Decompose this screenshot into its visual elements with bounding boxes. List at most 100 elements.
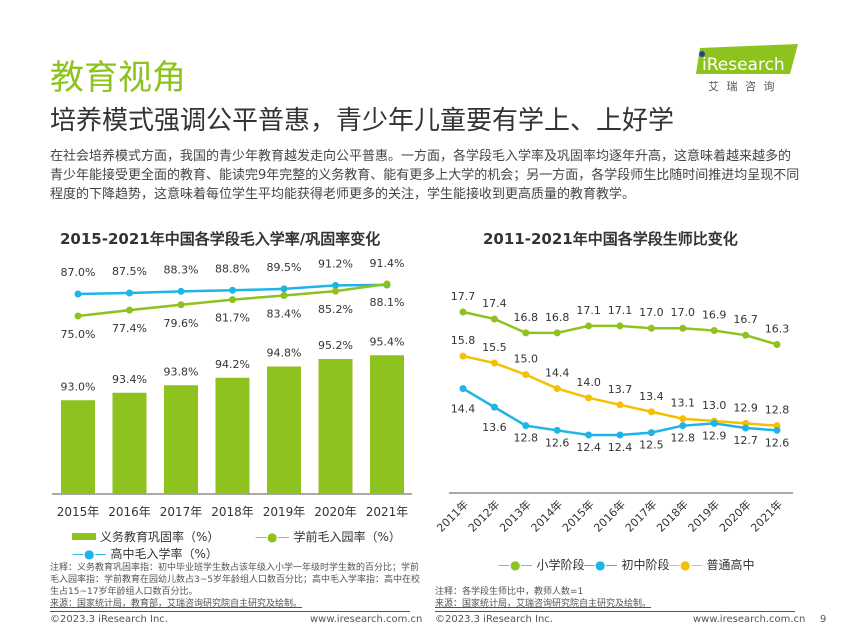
- senior-point: [647, 408, 655, 416]
- divider: [50, 611, 410, 612]
- primary-label: 16.8: [545, 311, 570, 324]
- primary-point: [553, 329, 561, 337]
- junior-label: 12.6: [545, 436, 570, 449]
- bar-label: 94.2%: [215, 358, 250, 371]
- svg-text:iResearch: iResearch: [702, 55, 785, 75]
- legend-line-marker: —●—: [668, 557, 703, 572]
- x-tick-label: 2018年: [211, 505, 254, 519]
- x-tick-label: 2018年: [653, 497, 690, 534]
- preschool-point: [280, 292, 288, 300]
- website: www.iresearch.com.cn: [310, 614, 423, 625]
- chart1-source: 来源：国家统计局，教育部，艾瑞咨询研究院自主研究及绘制。: [50, 599, 303, 609]
- intro-text: 在社会培养模式方面，我国的青少年教育越发走向公平普惠。一方面，各学段毛入学率及巩…: [50, 149, 800, 202]
- x-tick-label: 2021年: [366, 505, 409, 519]
- senior-label: 12.8: [765, 404, 790, 417]
- primary-point: [490, 315, 498, 323]
- legend-label: 高中毛入学率（%）: [110, 547, 218, 561]
- senior-label: 14.4: [545, 367, 570, 380]
- highschool-point: [229, 286, 236, 294]
- junior-label: 13.6: [482, 421, 507, 434]
- junior-point: [773, 426, 781, 434]
- primary-point: [585, 322, 593, 330]
- primary-label: 17.0: [671, 306, 696, 319]
- divider: [435, 611, 795, 612]
- preschool-label: 88.1%: [370, 296, 405, 309]
- senior-label: 14.0: [576, 376, 601, 389]
- senior-point: [459, 352, 467, 360]
- x-tick-label: 2013年: [496, 497, 533, 534]
- junior-label: 12.4: [576, 441, 601, 454]
- bar-label: 93.4%: [112, 373, 147, 386]
- legend-line-marker: —●—: [498, 557, 533, 572]
- x-tick-label: 2020年: [314, 505, 357, 519]
- bar: [215, 377, 250, 494]
- highschool-label: 91.2%: [318, 257, 353, 270]
- highschool-label: 87.5%: [112, 265, 147, 278]
- senior-point: [553, 385, 561, 393]
- chart2-title: 2011-2021年中国各学段生师比变化: [483, 230, 738, 248]
- page-number: 9: [820, 614, 827, 625]
- legend-bar: 义务教育巩固率（%）: [72, 528, 219, 545]
- x-tick-label: 2017年: [160, 505, 203, 519]
- chart1-note: 注释：义务教育巩固率指：初中毕业班学生数占该年级入小学一年级时学生数的百分比；学…: [50, 563, 420, 597]
- primary-label: 17.1: [576, 304, 601, 317]
- primary-label: 17.7: [451, 290, 476, 303]
- senior-point: [616, 401, 624, 409]
- junior-point: [553, 426, 561, 434]
- bar-label: 94.8%: [267, 347, 302, 360]
- chart2-source: 来源：国家统计局，艾瑞咨询研究院自主研究及绘制。: [435, 599, 652, 609]
- primary-point: [773, 340, 781, 348]
- senior-point: [522, 371, 530, 379]
- legend-line-marker: —●—: [72, 546, 107, 561]
- legend-label: 义务教育巩固率（%）: [100, 530, 220, 544]
- page-title: 教育视角: [50, 58, 186, 98]
- bar: [267, 366, 301, 494]
- legend-line-marker: —●—: [583, 557, 618, 572]
- bar-label: 95.2%: [318, 339, 353, 352]
- senior-label: 13.0: [702, 399, 727, 412]
- highschool-label: 88.3%: [164, 263, 199, 276]
- junior-label: 14.4: [451, 403, 476, 416]
- x-tick-label: 2021年: [748, 497, 785, 534]
- bar-label: 93.8%: [164, 365, 199, 378]
- legend-label: 普通高中: [706, 558, 755, 572]
- preschool-label: 81.7%: [215, 312, 250, 325]
- chart1-title: 2015-2021年中国各学段毛入学率/巩固率变化: [60, 230, 381, 248]
- junior-point: [585, 431, 593, 439]
- junior-point: [710, 419, 718, 427]
- preschool-point: [177, 301, 185, 309]
- legend-highschool: —●— 高中毛入学率（%）: [72, 545, 218, 562]
- bar: [164, 385, 198, 494]
- legend-primary: —●— 小学阶段: [498, 556, 585, 573]
- legend-label: 初中阶段: [621, 558, 670, 572]
- website: www.iresearch.com.cn: [693, 614, 806, 625]
- preschool-label: 83.4%: [267, 308, 302, 321]
- preschool-point: [126, 306, 133, 314]
- primary-label: 16.9: [702, 309, 727, 322]
- iresearch-logo: iResearch 艾 瑞 咨 询: [690, 44, 800, 94]
- junior-label: 12.7: [733, 434, 758, 447]
- junior-point: [742, 424, 750, 432]
- preschool-label: 75.0%: [61, 328, 96, 341]
- junior-label: 12.9: [702, 429, 727, 442]
- x-tick-label: 2016年: [591, 497, 628, 534]
- senior-label: 13.1: [671, 397, 696, 410]
- senior-point: [585, 394, 593, 402]
- primary-label: 17.1: [608, 304, 633, 317]
- legend-label: 小学阶段: [536, 558, 585, 572]
- preschool-label: 79.6%: [164, 317, 199, 330]
- bar-label: 95.4%: [370, 335, 405, 348]
- preschool-label: 85.2%: [318, 303, 353, 316]
- preschool-point: [229, 296, 236, 304]
- legend-senior: —●— 普通高中: [668, 556, 755, 573]
- senior-label: 13.7: [608, 383, 633, 396]
- preschool-point: [74, 312, 82, 320]
- primary-label: 16.8: [514, 311, 539, 324]
- junior-label: 12.5: [639, 439, 664, 452]
- preschool-point: [383, 280, 391, 288]
- bar: [61, 400, 95, 494]
- x-tick-label: 2016年: [108, 505, 151, 519]
- bar-label: 93.0%: [61, 380, 96, 393]
- x-tick-label: 2017年: [622, 497, 659, 534]
- junior-point: [490, 403, 498, 411]
